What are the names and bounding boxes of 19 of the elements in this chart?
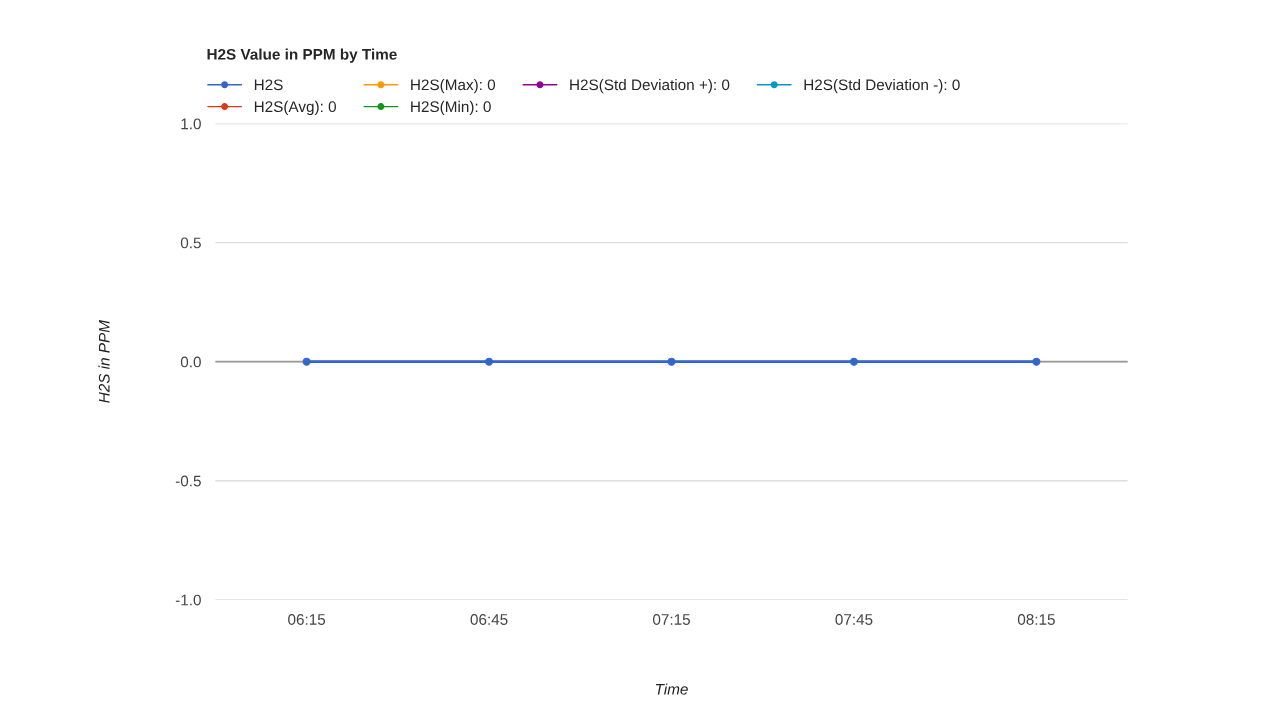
- y-tick-label: 1.0: [181, 118, 201, 130]
- x-tick-label: 06:15: [288, 614, 326, 625]
- x-axis-title: Time: [655, 683, 688, 695]
- legend-label: H2S(Avg): 0: [254, 100, 336, 116]
- legend-label: H2S(Min): 0: [411, 100, 491, 116]
- y-axis-title: H2S in PPM: [98, 320, 110, 403]
- legend-label: H2S: [254, 79, 283, 91]
- legend-label: H2S(Max): 0: [411, 78, 496, 94]
- y-tick-label: -0.5: [175, 475, 201, 487]
- chart-title: H2S Value in PPM by Time: [207, 48, 397, 63]
- x-tick-label: 06:45: [470, 614, 508, 625]
- y-tick-label: 0.0: [180, 356, 201, 368]
- x-tick-label: 07:15: [652, 614, 690, 625]
- x-tick-label: 08:15: [1017, 614, 1055, 625]
- legend-label: H2S(Std Deviation -): 0: [804, 78, 960, 94]
- x-tick-label: 07:45: [835, 614, 873, 625]
- y-tick-label: -1.0: [175, 594, 201, 606]
- y-tick-label: 0.5: [180, 237, 201, 249]
- legend-label: H2S(Std Deviation +): 0: [570, 78, 730, 94]
